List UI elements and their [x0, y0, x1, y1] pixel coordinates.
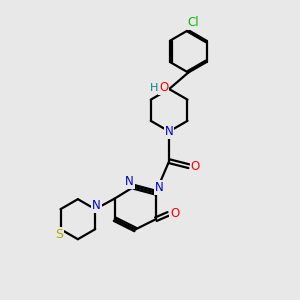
Text: O: O [191, 160, 200, 173]
Text: N: N [92, 199, 101, 212]
Text: H: H [150, 82, 158, 93]
Text: O: O [170, 207, 179, 220]
Text: N: N [125, 175, 134, 188]
Text: Cl: Cl [188, 16, 200, 29]
Text: O: O [159, 81, 169, 94]
Text: N: N [154, 181, 163, 194]
Text: S: S [55, 228, 63, 241]
Text: N: N [165, 125, 173, 138]
